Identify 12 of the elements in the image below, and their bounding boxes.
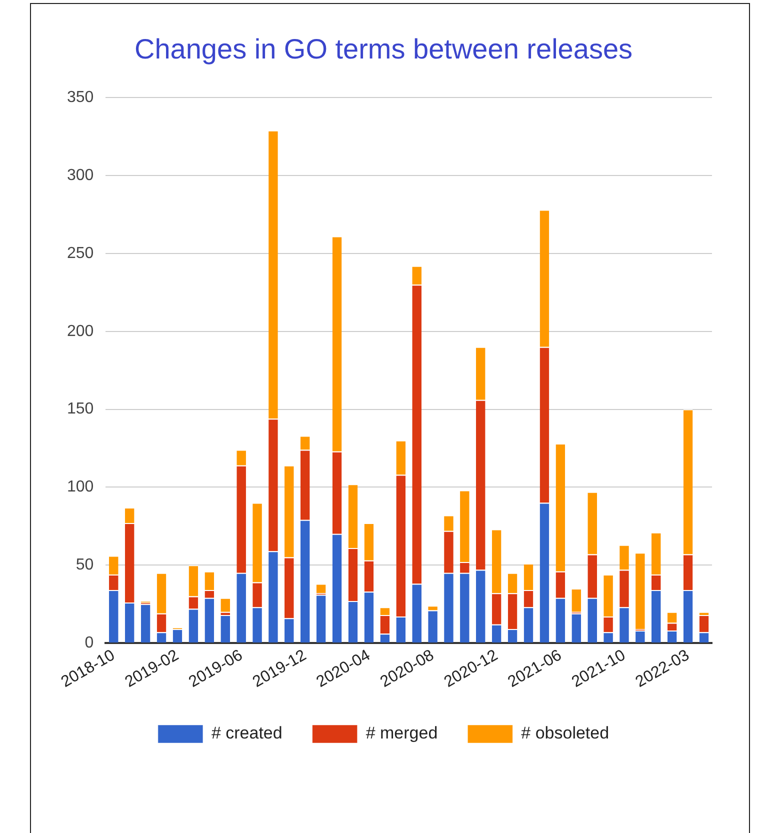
y-tick-label: 0 <box>84 634 94 652</box>
y-tick-label: 300 <box>66 166 94 184</box>
legend-label: # obsoleted <box>521 724 610 743</box>
y-tick-label: 150 <box>66 400 94 418</box>
legend-label: # merged <box>366 724 438 743</box>
chart-title: Changes in GO terms between releases <box>134 34 633 65</box>
y-tick-label: 200 <box>66 322 94 340</box>
y-tick-label: 350 <box>66 89 94 106</box>
y-tick-label: 100 <box>66 478 94 496</box>
legend-label: # created <box>211 724 282 743</box>
y-tick-label: 50 <box>76 556 94 574</box>
y-tick-label: 250 <box>66 244 94 262</box>
